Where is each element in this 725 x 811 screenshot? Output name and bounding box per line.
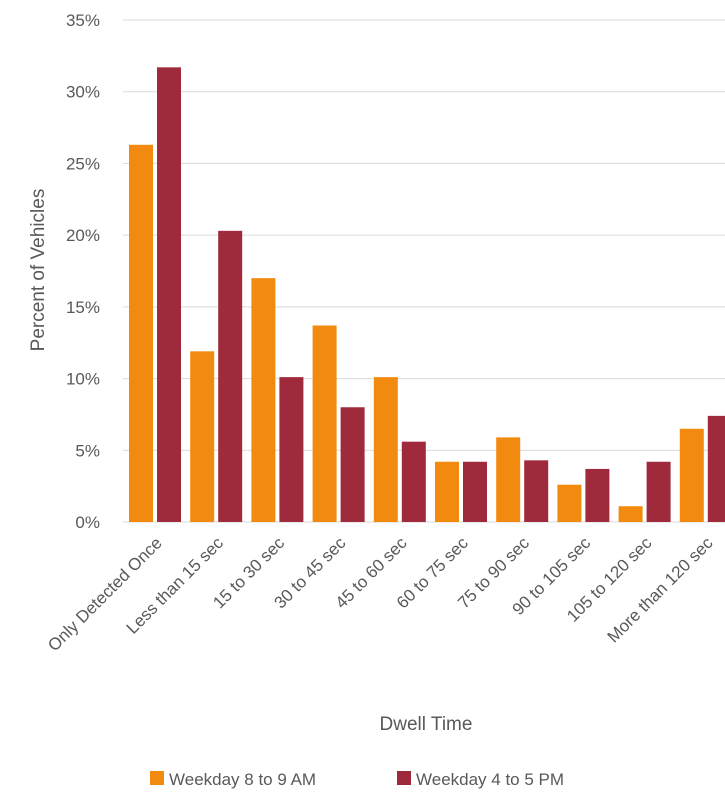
x-axis-title: Dwell Time xyxy=(380,714,473,735)
bar-am xyxy=(679,428,704,522)
bar-am xyxy=(373,377,398,522)
bar-pm xyxy=(401,441,426,522)
bar-am xyxy=(618,506,643,522)
y-tick-label: 20% xyxy=(66,226,100,245)
bar-pm xyxy=(218,230,243,522)
bars xyxy=(129,67,725,523)
bar-pm xyxy=(707,415,725,522)
legend: Weekday 8 to 9 AM Weekday 4 to 5 PM xyxy=(150,770,564,789)
bar-pm xyxy=(157,67,181,523)
bar-am xyxy=(435,461,459,522)
bar-am xyxy=(496,437,521,522)
legend-swatch xyxy=(150,771,164,785)
legend-swatch xyxy=(397,771,411,785)
bar-pm xyxy=(340,407,365,522)
bar-pm xyxy=(646,461,671,522)
y-tick-label: 15% xyxy=(66,298,100,317)
bar-am xyxy=(312,325,337,522)
y-tick-label: 0% xyxy=(75,513,100,532)
x-tick-label: Only Detected Once xyxy=(44,533,166,655)
bar-pm xyxy=(524,460,549,522)
bar-am xyxy=(129,144,153,523)
x-tick-label: More than 120 sec xyxy=(604,533,717,646)
y-axis-title: Percent of Vehicles xyxy=(28,189,49,352)
bar-pm xyxy=(463,461,487,522)
bar-am xyxy=(557,484,582,522)
legend-label: Weekday 8 to 9 AM xyxy=(169,770,316,789)
y-tick-label: 30% xyxy=(66,83,100,102)
bar-pm xyxy=(279,377,304,522)
bar-am xyxy=(251,278,276,522)
y-tick-label: 25% xyxy=(66,154,100,173)
bar-am xyxy=(190,351,215,522)
legend-label: Weekday 4 to 5 PM xyxy=(416,770,564,789)
y-axis-ticks: 0% 5% 10% 15% 20% 25% 30% 35% xyxy=(66,11,100,532)
y-tick-label: 10% xyxy=(66,370,100,389)
bar-pm xyxy=(585,468,610,522)
y-tick-label: 35% xyxy=(66,11,100,30)
y-tick-label: 5% xyxy=(75,441,100,460)
